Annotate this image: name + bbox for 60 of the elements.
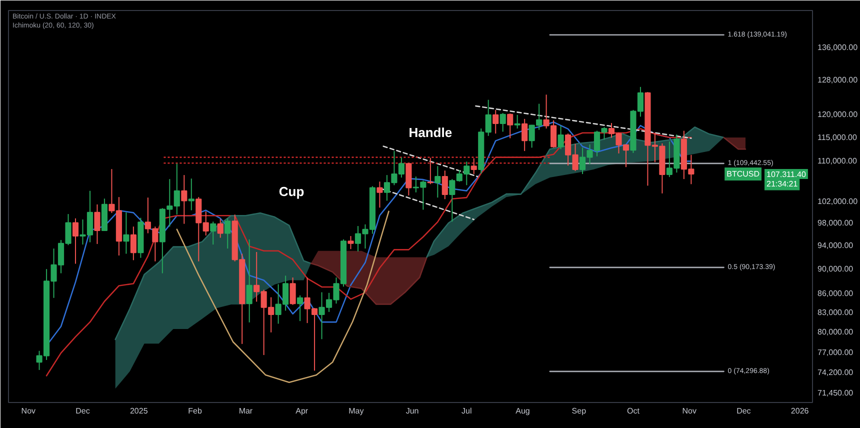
line-series (176, 210, 390, 384)
x-tick-label: Dec (76, 406, 90, 416)
y-tick-label: 102,000.00 (818, 197, 858, 206)
y-tick-label: 94,000.00 (818, 241, 854, 250)
y-tick-label: 136,000.00 (818, 42, 858, 52)
y-tick-label: 110,000.00 (818, 156, 858, 166)
candlestick (246, 238, 252, 323)
candlestick (130, 226, 136, 261)
candlestick (181, 174, 188, 224)
series-label: Handle (408, 125, 452, 140)
candlestick (94, 204, 100, 244)
candlestick (522, 118, 528, 152)
y-tick-label: 71,450.00 (818, 388, 854, 398)
text: 107,311.40 (766, 170, 806, 179)
y-tick-label: 98,000.00 (818, 218, 854, 228)
candlestick (217, 218, 224, 238)
y-tick-label: 86,000.00 (818, 288, 854, 298)
x-tick-label: Feb (188, 406, 202, 416)
x-tick-label: Apr (296, 406, 308, 416)
x-tick-label: Mar (238, 406, 253, 416)
candlestick (376, 181, 383, 208)
candlestick (123, 212, 130, 254)
candlestick (224, 218, 231, 250)
candlestick (427, 157, 434, 185)
x-tick-label: Sep (572, 406, 587, 416)
x-tick-label: Jun (406, 406, 419, 416)
candlestick (210, 221, 216, 246)
candlestick (72, 218, 79, 264)
annotation: Cup (278, 184, 304, 200)
annotation: 21:34:21 (766, 179, 798, 188)
candlestick (442, 170, 448, 200)
x-tick-label: Nov (21, 406, 36, 416)
y-tick-label: 80,000.00 (818, 328, 854, 337)
candlestick (297, 294, 304, 322)
y-tick-label: 120,000.00 (818, 110, 858, 119)
y-tick-label: 74,200.00 (818, 368, 854, 378)
x-tick-label: May (348, 406, 364, 416)
candlestick (507, 113, 514, 139)
x-tick-label: 2025 (130, 406, 148, 416)
candlestick (348, 236, 354, 250)
text: BTCUSD (726, 169, 760, 178)
candlestick (470, 158, 477, 175)
x-tick-label: Dec (736, 406, 751, 416)
candlestick (434, 166, 441, 198)
candlestick (514, 114, 520, 129)
y-tick-label: 77,000.00 (818, 348, 854, 358)
x-tick-label: Nov (682, 406, 696, 416)
candlestick (558, 125, 564, 150)
x-tick-label: Aug (516, 406, 530, 416)
x-tick-label: Jul (462, 406, 472, 416)
candlestick (492, 109, 499, 134)
x-tick-label: 2026 (790, 406, 810, 416)
x-tick-label: Oct (627, 406, 640, 416)
candlestick (188, 178, 194, 211)
candlestick (290, 276, 296, 306)
y-tick-label: 128,000.00 (818, 75, 858, 84)
candlestick (500, 112, 506, 132)
y-tick-label: 90,000.00 (818, 264, 854, 274)
y-tick-label: 115,000.00 (818, 132, 858, 142)
y-tick-label: 83,000.00 (818, 308, 854, 317)
